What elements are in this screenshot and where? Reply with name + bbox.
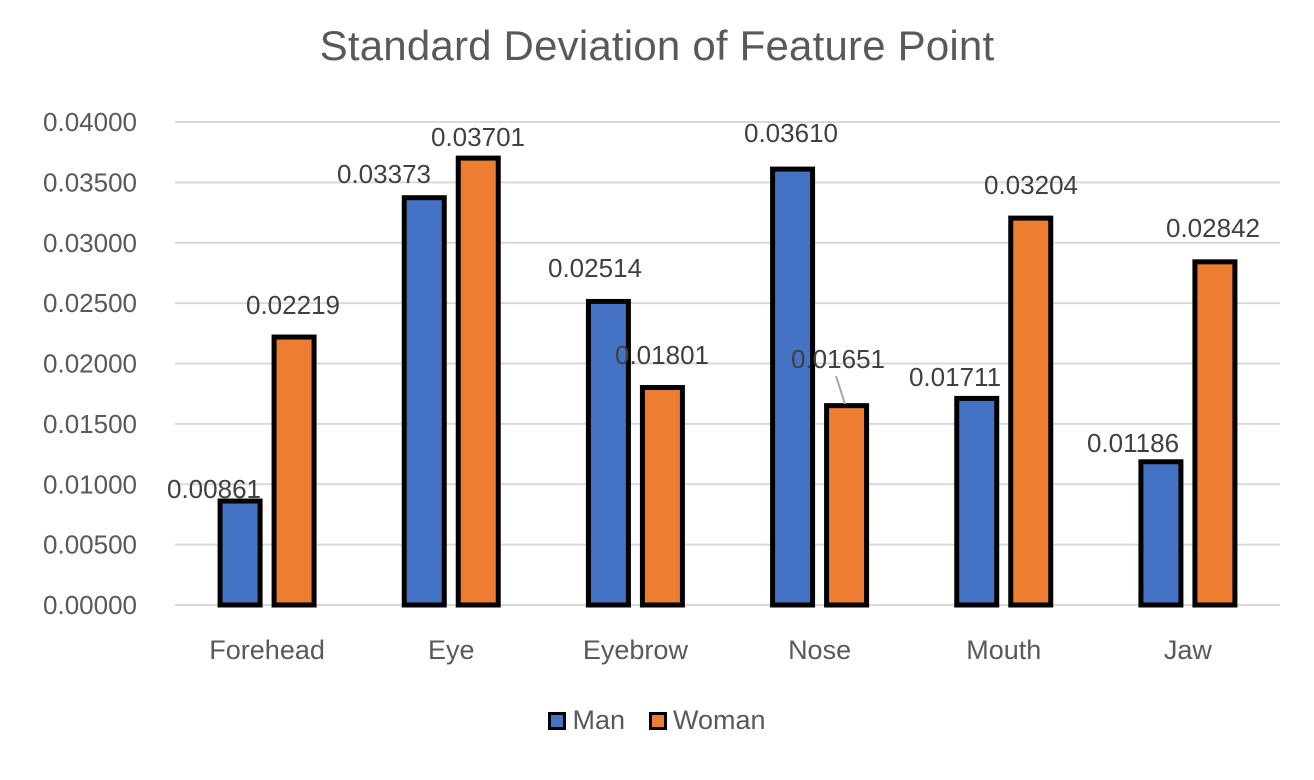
bar-woman-eye <box>455 155 501 608</box>
data-label: 0.02219 <box>246 290 340 320</box>
y-tick-label: 0.04000 <box>43 107 137 137</box>
bar-man-eyebrow <box>585 298 631 608</box>
data-label: 0.02514 <box>548 253 642 283</box>
y-tick-label: 0.00500 <box>43 530 137 560</box>
y-tick-label: 0.01500 <box>43 409 137 439</box>
bar-woman-eyebrow <box>639 385 685 608</box>
y-tick-label: 0.03500 <box>43 167 137 197</box>
data-label: 0.03204 <box>984 170 1078 200</box>
bar-man-forehead <box>217 498 263 608</box>
bar-woman-forehead <box>271 334 317 608</box>
data-label: 0.01711 <box>909 362 1001 392</box>
x-tick-label: Mouth <box>966 635 1041 665</box>
x-tick-label: Eye <box>428 635 475 665</box>
bar-man-nose <box>770 166 816 608</box>
data-label: 0.01186 <box>1087 428 1179 458</box>
legend-swatch-man <box>548 711 567 730</box>
legend-label-man: Man <box>572 705 625 735</box>
bar-man-eye <box>401 195 447 608</box>
y-tick-label: 0.00000 <box>43 590 137 620</box>
bar-woman-nose <box>824 403 870 608</box>
data-label: 0.03373 <box>337 159 431 189</box>
x-tick-label: Eyebrow <box>583 635 689 665</box>
y-tick-label: 0.03000 <box>43 228 137 258</box>
x-tick-label: Nose <box>788 635 851 665</box>
data-label: 0.03701 <box>431 122 525 152</box>
legend-label-woman: Woman <box>672 705 766 735</box>
label-leader-line <box>835 375 846 405</box>
y-tick-label: 0.02000 <box>43 349 137 379</box>
bar-man-mouth <box>954 395 1000 608</box>
legend-item-man: Man <box>548 705 625 736</box>
x-tick-label: Jaw <box>1164 635 1213 665</box>
data-label: 0.01651 <box>791 344 885 374</box>
y-tick-label: 0.01000 <box>43 469 137 499</box>
data-label: 0.02842 <box>1166 213 1260 243</box>
data-label: 0.00861 <box>167 474 261 504</box>
legend-swatch-woman <box>648 711 667 730</box>
chart-title: Standard Deviation of Feature Point <box>319 22 995 69</box>
y-tick-label: 0.02500 <box>43 288 137 318</box>
data-label: 0.03610 <box>744 118 838 148</box>
bar-man-jaw <box>1138 459 1184 608</box>
legend-item-woman: Woman <box>648 705 766 736</box>
x-tick-label: Forehead <box>209 635 325 665</box>
data-label: 0.01801 <box>615 340 709 370</box>
legend: Man Woman <box>0 705 1314 736</box>
bar-woman-mouth <box>1008 215 1054 608</box>
bar-woman-jaw <box>1192 259 1238 608</box>
